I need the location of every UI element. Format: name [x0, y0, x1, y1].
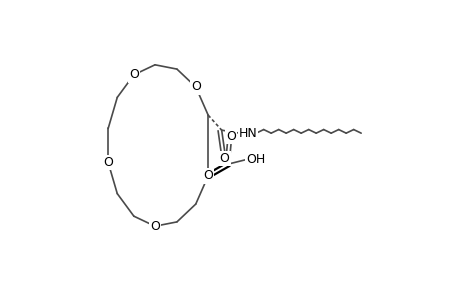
- Text: O: O: [225, 130, 235, 143]
- Text: O: O: [219, 152, 229, 165]
- Text: HN: HN: [238, 127, 257, 140]
- Text: O: O: [103, 156, 113, 169]
- Text: O: O: [150, 220, 160, 233]
- Text: O: O: [190, 80, 200, 93]
- Text: O: O: [129, 68, 139, 81]
- Text: OH: OH: [246, 153, 265, 166]
- Text: O: O: [203, 169, 213, 182]
